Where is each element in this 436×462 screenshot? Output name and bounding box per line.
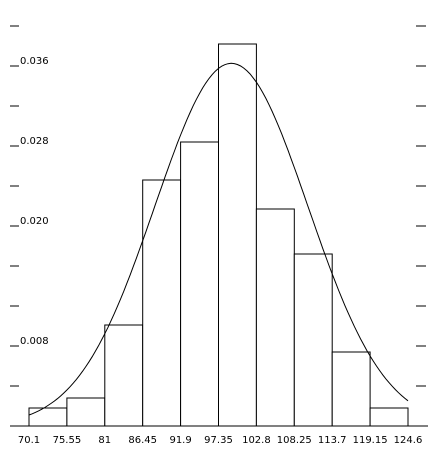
histogram-bar xyxy=(218,43,257,427)
y-tick-label: 0.028 xyxy=(20,136,49,147)
histogram-bar xyxy=(293,253,333,427)
histogram-bar xyxy=(142,179,182,427)
x-tick-label: 75.55 xyxy=(53,435,82,446)
histogram-bar xyxy=(104,324,144,427)
x-tick-label: 97.35 xyxy=(204,435,233,446)
histogram-bar xyxy=(28,407,68,427)
y-tick-label: 0.020 xyxy=(20,216,49,227)
x-tick-label: 119.15 xyxy=(353,435,388,446)
histogram-bar xyxy=(180,141,220,427)
x-tick-label: 108.25 xyxy=(277,435,312,446)
x-tick-label: 113.7 xyxy=(318,435,347,446)
histogram-bar xyxy=(369,407,409,427)
density-curve xyxy=(28,62,409,416)
x-tick-label: 124.6 xyxy=(394,435,423,446)
x-tick-label: 91.9 xyxy=(169,435,191,446)
x-tick-label: 70.1 xyxy=(18,435,40,446)
x-tick-label: 86.45 xyxy=(128,435,157,446)
histogram-bar xyxy=(66,397,106,427)
histogram-bar xyxy=(255,208,295,427)
x-tick-label: 81 xyxy=(98,435,111,446)
y-tick-label: 0.036 xyxy=(20,56,49,67)
x-tick-label: 102.8 xyxy=(242,435,271,446)
y-tick-label: 0.008 xyxy=(20,336,49,347)
histogram-bar xyxy=(331,351,371,427)
